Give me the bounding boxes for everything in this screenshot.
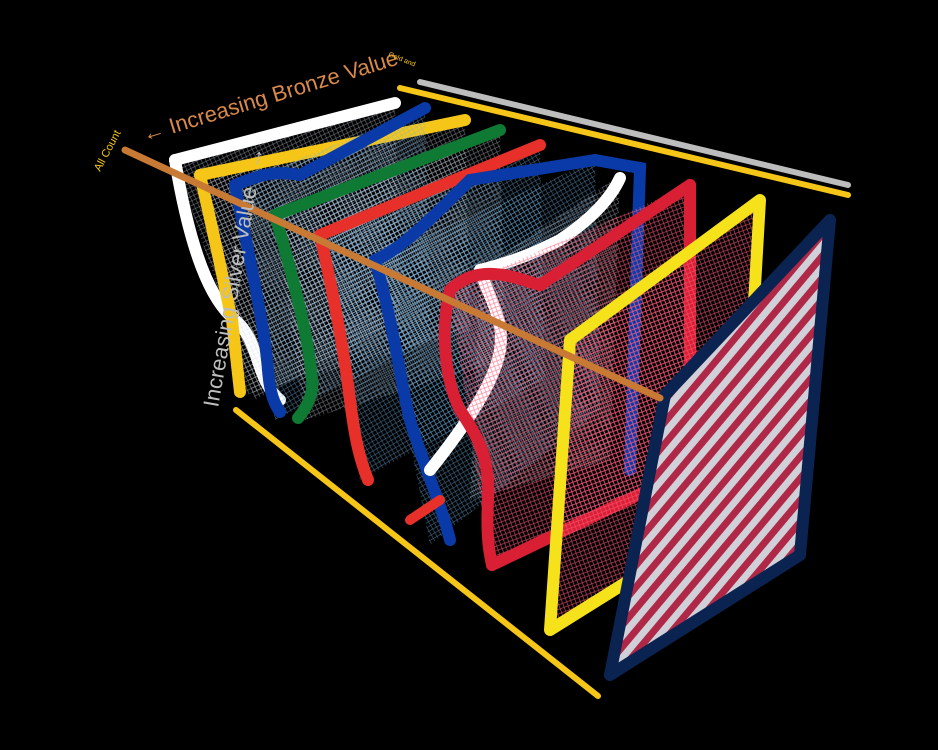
bronze-arrow-icon: ← (139, 116, 167, 146)
all-count-label-group: All Count (92, 128, 124, 173)
silver-arrow-icon: → (240, 145, 268, 171)
bottom-rail-yellow (233, 407, 601, 699)
panel-navy-flag (604, 214, 836, 681)
frame-lines (233, 79, 851, 699)
all-count-label: All Count (92, 128, 124, 173)
top-rail-yellow (397, 85, 851, 198)
top-rail-silver (417, 79, 851, 188)
bronze-axis-rod (121, 146, 664, 402)
